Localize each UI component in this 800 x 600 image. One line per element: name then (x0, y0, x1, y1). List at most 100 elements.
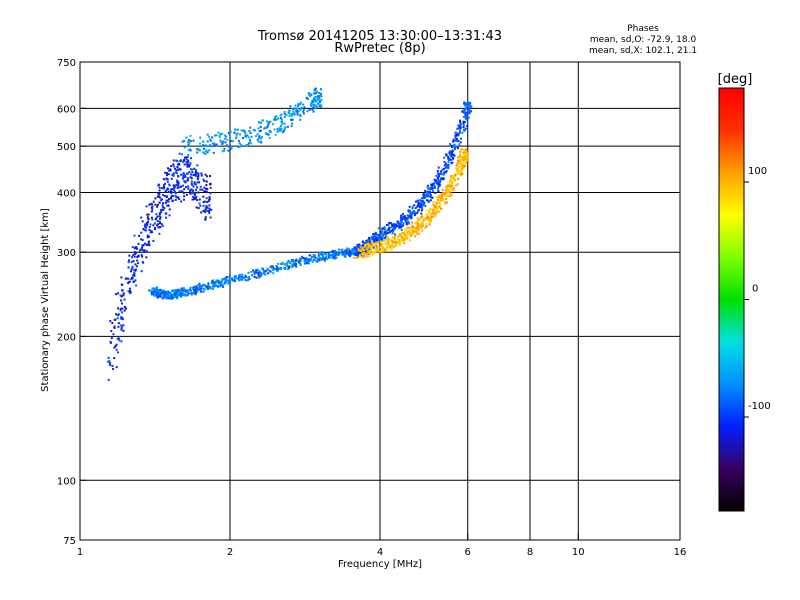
data-point (243, 131, 246, 134)
data-point (165, 216, 168, 219)
data-point (283, 126, 286, 129)
data-point (424, 194, 427, 197)
data-point (259, 129, 262, 132)
data-point (273, 267, 276, 270)
data-point (132, 260, 135, 263)
data-point (455, 164, 458, 167)
data-point (467, 108, 470, 111)
data-point (114, 293, 117, 296)
data-point (194, 197, 197, 200)
data-point (380, 238, 383, 241)
data-point (405, 223, 408, 226)
data-point (157, 293, 160, 296)
data-point (192, 174, 195, 177)
data-point (303, 112, 306, 115)
data-point (203, 179, 206, 182)
data-point (114, 318, 117, 321)
data-point (458, 143, 461, 146)
data-point (172, 159, 175, 162)
data-point (409, 213, 412, 216)
data-point (274, 116, 277, 119)
data-point (404, 218, 407, 221)
data-point (201, 188, 204, 191)
data-point (120, 326, 123, 329)
data-point (134, 252, 137, 255)
data-point (460, 158, 463, 161)
data-point (272, 272, 275, 275)
data-point (162, 202, 165, 205)
data-point (369, 247, 372, 250)
data-point (456, 140, 459, 143)
data-point (383, 227, 386, 230)
data-point (463, 101, 466, 104)
data-point (178, 198, 181, 201)
data-point (118, 339, 121, 342)
data-point (210, 208, 213, 211)
data-point (169, 190, 172, 193)
data-point (286, 263, 289, 266)
data-point (451, 184, 454, 187)
data-point (461, 165, 464, 168)
data-point (212, 282, 215, 285)
data-point (445, 197, 448, 200)
data-point (193, 193, 196, 196)
data-point (352, 248, 355, 251)
data-point (468, 112, 471, 115)
data-point (128, 280, 131, 283)
data-point (437, 172, 440, 175)
data-point (361, 240, 364, 243)
data-point (303, 258, 306, 261)
data-point (391, 236, 394, 239)
data-point (458, 165, 461, 168)
data-point (239, 145, 242, 148)
y-tick-label: 75 (63, 536, 76, 547)
data-point (140, 238, 143, 241)
data-point (315, 100, 318, 103)
data-point (466, 124, 469, 127)
data-point (451, 187, 454, 190)
data-point (206, 200, 209, 203)
data-point (117, 307, 120, 310)
data-point (120, 327, 123, 330)
data-point (210, 145, 213, 148)
data-point (151, 208, 154, 211)
data-point (448, 150, 451, 153)
data-point (285, 114, 288, 117)
data-point (202, 140, 205, 143)
data-point (424, 226, 427, 229)
data-point (302, 110, 305, 113)
data-point (410, 217, 413, 220)
data-point (312, 99, 315, 102)
data-point (225, 144, 228, 147)
data-point (432, 208, 435, 211)
data-point (192, 290, 195, 293)
data-point (457, 172, 460, 175)
data-point (335, 256, 338, 259)
data-point (431, 183, 434, 186)
data-point (186, 172, 189, 175)
data-point (185, 160, 188, 163)
data-point (194, 286, 197, 289)
data-point (117, 351, 120, 354)
data-point (421, 221, 424, 224)
data-point (127, 277, 130, 280)
data-point (411, 223, 414, 226)
data-point (370, 246, 373, 249)
data-point (165, 294, 168, 297)
data-point (280, 118, 283, 121)
data-point (169, 168, 172, 171)
data-point (389, 222, 392, 225)
data-point (209, 286, 212, 289)
data-point (163, 293, 166, 296)
data-point (378, 237, 381, 240)
data-point (288, 262, 291, 265)
data-point (381, 235, 384, 238)
data-point (400, 232, 403, 235)
data-point (423, 195, 426, 198)
chart-subtitle: RwPretec (8p) (334, 41, 425, 56)
data-point (447, 194, 450, 197)
data-point (408, 222, 411, 225)
data-point (463, 157, 466, 160)
data-point (379, 250, 382, 253)
data-point (293, 113, 296, 116)
